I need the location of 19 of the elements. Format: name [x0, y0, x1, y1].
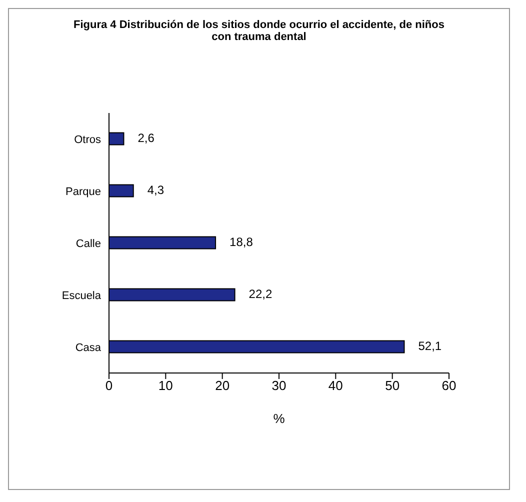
y-tick-label: Casa	[75, 342, 102, 354]
data-label: 18,8	[230, 234, 254, 249]
data-label: 4,3	[147, 182, 164, 197]
chart-title: Figura 4 Distribución de los sitios donde ocurrio el accidente, de niños con trauma dental	[72, 18, 446, 45]
y-tick-label: Escuela	[62, 290, 102, 302]
x-tick-label: 20	[215, 378, 230, 394]
x-tick-label: 40	[328, 378, 343, 394]
y-tick-label: Parque	[66, 186, 101, 198]
data-label: 2,6	[138, 130, 155, 145]
x-tick-label: 50	[385, 378, 400, 394]
y-tick-label: Calle	[76, 238, 101, 250]
y-tick-label: Otros	[74, 134, 102, 146]
data-label: 22,2	[248, 286, 272, 301]
data-label: 52,1	[418, 338, 442, 353]
x-tick-label: 10	[158, 378, 173, 394]
x-axis-title: %	[273, 411, 286, 426]
x-tick-label: 60	[442, 378, 456, 394]
x-tick-label: 30	[272, 378, 286, 394]
x-tick-label: 0	[105, 378, 113, 394]
